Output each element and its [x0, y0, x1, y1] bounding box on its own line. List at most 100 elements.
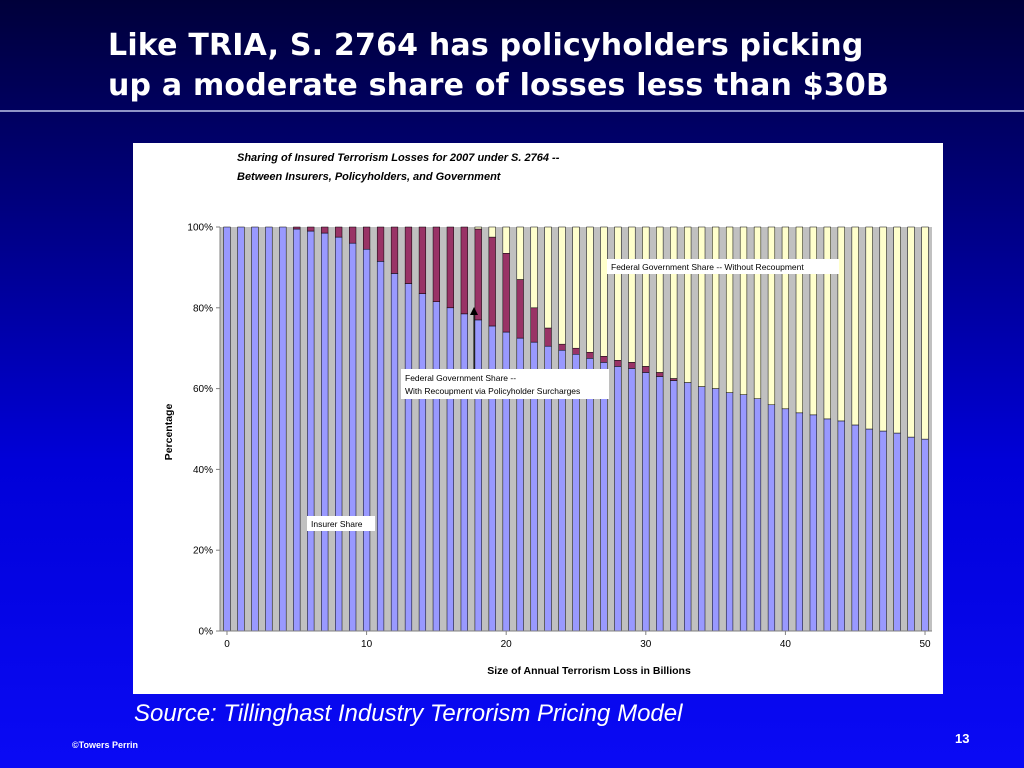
bar-segment-insurer — [376, 261, 385, 632]
bar-segment-insurer — [293, 228, 301, 632]
x-axis: 0 10 20 30 40 50 — [220, 630, 932, 650]
bar-segment-government — [823, 226, 831, 420]
x-tick-label: 40 — [780, 639, 792, 650]
bar-segment-insurer — [656, 376, 664, 632]
bar-segment-government — [656, 226, 664, 373]
bar-segment-policyholder — [600, 356, 608, 363]
page-number: 13 — [955, 731, 970, 746]
bar-segment-government — [474, 226, 482, 230]
bar-segment-insurer — [753, 398, 762, 632]
bar-segment-insurer — [698, 386, 706, 632]
annotation-insurer-share: Insurer Share — [307, 516, 375, 531]
bar-segment-policyholder — [293, 226, 301, 230]
bar-segment-government — [921, 226, 929, 440]
bar-segment-insurer — [642, 372, 650, 632]
bar-segment-insurer — [712, 388, 720, 632]
bar-segment-government — [586, 226, 594, 353]
y-axis-label: Percentage — [163, 404, 175, 461]
bar-segment-insurer — [307, 230, 315, 632]
title-divider — [0, 110, 1024, 112]
y-tick-label: 60% — [193, 384, 213, 395]
bar-segment-insurer — [670, 380, 678, 632]
bar-segment-insurer — [921, 438, 929, 632]
x-tick-label: 20 — [501, 639, 513, 650]
bar-segment-government — [684, 226, 692, 383]
bar-segment-insurer — [893, 432, 901, 632]
bar-segment-policyholder — [474, 228, 482, 321]
annotation-without-recoupment: Federal Government Share -- Without Reco… — [607, 259, 839, 274]
bar-segment-government — [725, 226, 734, 393]
bar-segment-insurer — [279, 226, 287, 632]
chart-title-line-2: Between Insurers, Policyholders, and Gov… — [237, 171, 502, 183]
chart-panel: Sharing of Insured Terrorism Losses for … — [133, 143, 943, 694]
bar-segment-insurer — [432, 301, 440, 632]
bar-segment-insurer — [446, 307, 454, 632]
bar-segment-government — [530, 226, 538, 309]
annotation-text: Insurer Share — [311, 519, 363, 529]
annotation-with-recoupment: Federal Government Share -- With Recoupm… — [401, 307, 609, 399]
bar-segment-insurer — [223, 226, 231, 632]
bar-segment-insurer — [725, 392, 734, 632]
bar-segment-government — [893, 226, 901, 434]
bar-segment-government — [851, 226, 859, 426]
bar-segment-government — [809, 226, 817, 416]
bar-segment-government — [795, 226, 803, 414]
bar-segment-insurer — [390, 273, 399, 632]
bar-segment-policyholder — [572, 347, 580, 355]
slide-title-line-1: Like TRIA, S. 2764 has policyholders pic… — [108, 28, 864, 63]
bar-segment-government — [516, 226, 524, 280]
bar-segment-government — [781, 226, 790, 410]
bar-segment-government — [739, 226, 748, 395]
bar-segment-government — [600, 226, 608, 357]
bar-segment-government — [642, 226, 650, 367]
bar-segment-insurer — [321, 232, 329, 632]
annotation-box — [401, 369, 609, 399]
bar-segment-policyholder — [460, 226, 468, 315]
bar-segment-insurer — [586, 358, 594, 632]
bar-segment-insurer — [335, 236, 343, 632]
bar-segment-policyholder — [642, 366, 650, 373]
annotation-text-line-1: Federal Government Share -- — [405, 373, 516, 383]
bar-segment-policyholder — [404, 226, 413, 284]
bar-segment-government — [628, 226, 636, 363]
bar-segment-insurer — [684, 382, 692, 632]
bar-segment-insurer — [837, 420, 845, 632]
y-tick-label: 0% — [199, 627, 214, 638]
bar-segment-insurer — [349, 242, 357, 632]
bar-segment-insurer — [614, 366, 622, 632]
x-tick-label: 30 — [640, 639, 652, 650]
bar-segment-government — [572, 226, 580, 349]
y-tick-label: 20% — [193, 546, 213, 557]
bar-segment-insurer — [781, 408, 790, 632]
bar-segment-insurer — [418, 293, 427, 632]
annotation-box — [307, 516, 375, 531]
bar-segment-policyholder — [362, 226, 371, 250]
bar-segment-policyholder — [544, 327, 552, 347]
bar-segment-policyholder — [558, 343, 566, 351]
bar-segment-insurer — [460, 313, 468, 632]
bar-segment-government — [865, 226, 873, 430]
bar-segment-policyholder — [418, 226, 427, 294]
bar-segment-insurer — [823, 418, 831, 632]
bar-segment-insurer — [907, 436, 915, 632]
bar-segment-policyholder — [516, 279, 524, 339]
bar-segment-insurer — [600, 362, 608, 632]
bar-segment-government — [753, 226, 762, 399]
bar-segment-government — [544, 226, 552, 329]
bar-segment-government — [712, 226, 720, 389]
bar-segment-government — [837, 226, 845, 422]
chart-title-line-1: Sharing of Insured Terrorism Losses for … — [237, 152, 560, 164]
y-axis: 0% 20% 40% 60% 80% 100% — [187, 223, 221, 638]
annotation-text-line-2: With Recoupment via Policyholder Surchar… — [405, 386, 580, 396]
bar-segment-insurer — [879, 430, 887, 632]
stacked-bar-chart: Sharing of Insured Terrorism Losses for … — [163, 152, 932, 677]
bar-segment-policyholder — [670, 378, 678, 381]
bar-segment-insurer — [404, 283, 413, 632]
footer-copyright: ©Towers Perrin — [72, 740, 138, 750]
x-tick-label: 0 — [224, 639, 230, 650]
bar-segment-policyholder — [446, 226, 454, 309]
bar-segment-government — [698, 226, 706, 387]
source-note: Source: Tillinghast Industry Terrorism P… — [134, 700, 683, 727]
bar-segment-insurer — [628, 368, 636, 632]
slide-title: Like TRIA, S. 2764 has policyholders pic… — [108, 26, 988, 106]
